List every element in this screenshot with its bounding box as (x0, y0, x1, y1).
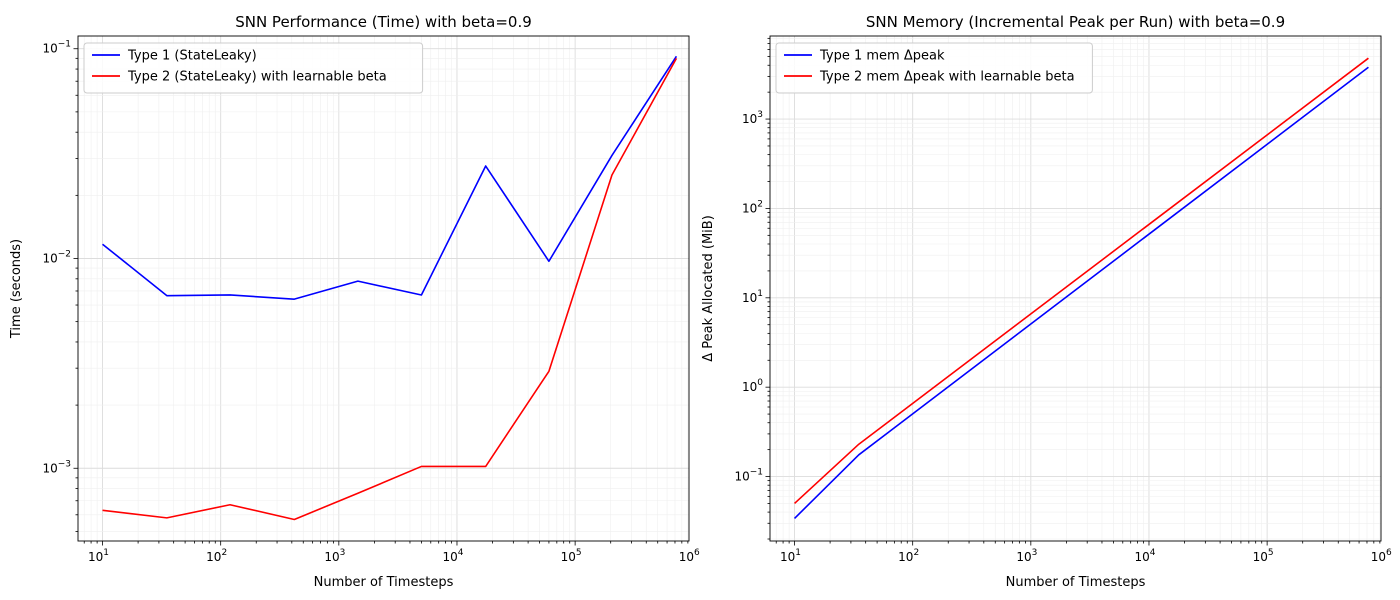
y-axis-label: Time (seconds) (9, 239, 24, 339)
x-axis-label: Number of Timesteps (1006, 575, 1146, 590)
series-line-2 (102, 57, 678, 521)
legend: Type 1 (StateLeaky) Type 2 (StateLeaky) w… (83, 42, 424, 94)
y-tick-label: 103 (742, 110, 763, 126)
legend-label-2: Type 2 mem Δpeak with learnable beta (819, 70, 1075, 85)
chart-title: SNN Memory (Incremental Peak per Run) wi… (866, 13, 1285, 31)
series-line-1 (102, 55, 678, 300)
legend-label-1: Type 1 mem Δpeak (819, 49, 945, 64)
x-tick-label: 103 (1016, 548, 1037, 564)
x-tick-label: 103 (324, 548, 345, 564)
grid-lines (78, 36, 689, 541)
x-tick-label: 101 (780, 548, 801, 564)
x-tick-label: 102 (206, 548, 227, 564)
x-tick-label: 105 (561, 548, 582, 564)
y-axis-label: Δ Peak Allocated (MiB) (701, 215, 716, 362)
y-tick-label: 10−1 (734, 468, 763, 484)
series-group (793, 57, 1369, 519)
axes-frame (77, 35, 690, 542)
legend-label-2: Type 2 (StateLeaky) with learnable beta (127, 70, 387, 85)
tick-marks (73, 48, 689, 546)
y-tick-label: 10−1 (42, 40, 71, 56)
legend: Type 1 mem Δpeak Type 2 mem Δpeak with le… (775, 42, 1093, 94)
y-tick-label: 101 (742, 289, 763, 305)
y-tick-label: 10−3 (42, 459, 71, 475)
series-line-1 (793, 66, 1369, 519)
axes-frame (769, 35, 1382, 542)
grid-lines (770, 36, 1381, 541)
x-tick-label: 106 (679, 548, 700, 564)
x-tick-label: 104 (442, 548, 463, 564)
x-tick-label: 106 (1371, 548, 1392, 564)
x-tick-label: 104 (1134, 548, 1155, 564)
legend-box (775, 42, 1093, 94)
legend-box (83, 42, 424, 94)
legend-label-1: Type 1 (StateLeaky) (127, 49, 257, 64)
y-tick-label: 100 (742, 378, 763, 394)
series-line-2 (793, 57, 1369, 505)
x-tick-label: 101 (88, 548, 109, 564)
y-tick-label: 102 (742, 199, 763, 215)
series-group (102, 55, 678, 521)
x-tick-label: 105 (1253, 548, 1274, 564)
x-tick-label: 102 (898, 548, 919, 564)
x-axis-label: Number of Timesteps (314, 575, 454, 590)
tick-marks (765, 37, 1381, 546)
time-chart-panel: 101 102 103 104 105 106 10−3 10−2 10−1 SNN Perfor… (9, 13, 700, 590)
chart-title: SNN Performance (Time) with beta=0.9 (235, 13, 532, 31)
memory-chart-panel: 101 102 103 104 105 106 10−1 100 101 102 103 SNN Me… (701, 13, 1392, 590)
y-tick-label: 10−2 (42, 249, 71, 265)
